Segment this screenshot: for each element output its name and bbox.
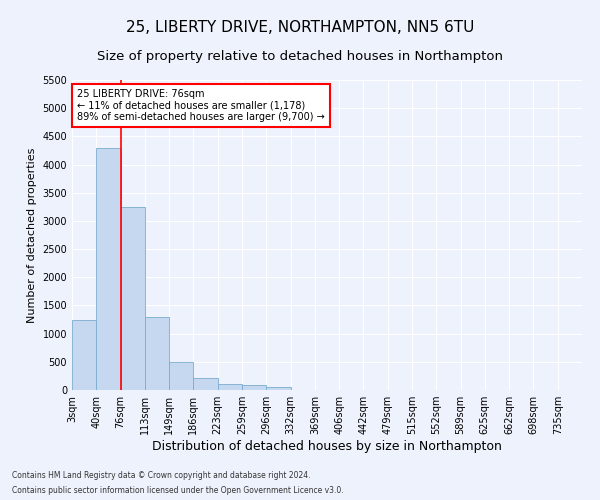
Text: Size of property relative to detached houses in Northampton: Size of property relative to detached ho… xyxy=(97,50,503,63)
Bar xyxy=(193,378,218,390)
Bar xyxy=(266,386,290,390)
Bar xyxy=(72,320,96,390)
Bar xyxy=(96,148,121,390)
Text: Contains public sector information licensed under the Open Government Licence v3: Contains public sector information licen… xyxy=(12,486,344,495)
X-axis label: Distribution of detached houses by size in Northampton: Distribution of detached houses by size … xyxy=(152,440,502,453)
Bar xyxy=(121,207,145,390)
Bar xyxy=(242,386,266,390)
Text: Contains HM Land Registry data © Crown copyright and database right 2024.: Contains HM Land Registry data © Crown c… xyxy=(12,471,311,480)
Text: 25, LIBERTY DRIVE, NORTHAMPTON, NN5 6TU: 25, LIBERTY DRIVE, NORTHAMPTON, NN5 6TU xyxy=(126,20,474,35)
Y-axis label: Number of detached properties: Number of detached properties xyxy=(27,148,37,322)
Text: 25 LIBERTY DRIVE: 76sqm
← 11% of detached houses are smaller (1,178)
89% of semi: 25 LIBERTY DRIVE: 76sqm ← 11% of detache… xyxy=(77,90,325,122)
Bar xyxy=(145,316,169,390)
Bar xyxy=(169,362,193,390)
Bar xyxy=(218,384,242,390)
